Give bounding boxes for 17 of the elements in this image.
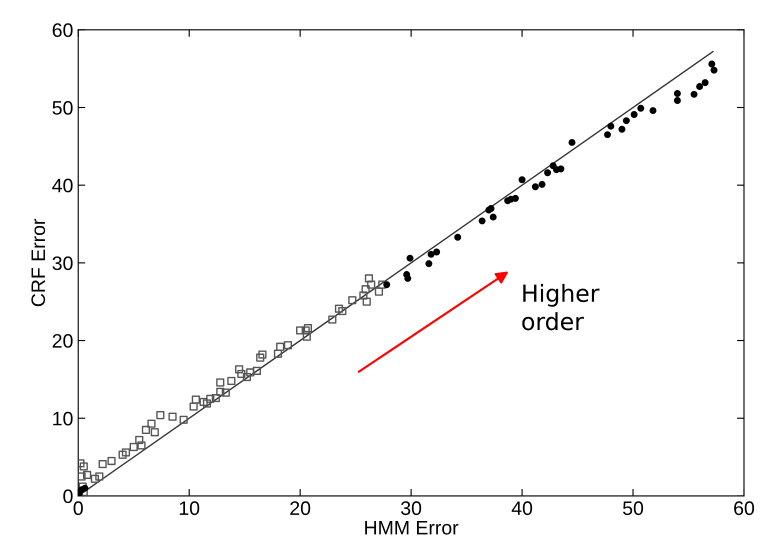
y-tick-label: 10 — [53, 412, 73, 426]
y-tick-label: 0 — [63, 489, 73, 504]
y-tick-label: 40 — [52, 178, 73, 192]
x-tick-label: 10 — [180, 501, 200, 516]
x-tick-label: 0 — [74, 501, 83, 516]
y-tick-label: 50 — [52, 100, 73, 115]
x-tick-label: 50 — [622, 501, 644, 516]
x-tick-label: 30 — [401, 501, 422, 516]
y-tick-label: 60 — [52, 23, 73, 38]
x-tick-label: 20 — [290, 501, 310, 516]
x-tick-label: 60 — [734, 501, 754, 516]
y-tick-label: 20 — [52, 334, 73, 348]
x-tick-label: 40 — [512, 501, 532, 516]
x-axis-title: HMM Error — [365, 521, 458, 535]
y-tick-label: 30 — [52, 256, 73, 270]
annotation: Higher order — [522, 284, 600, 330]
y-axis-title: CRF Error — [31, 218, 46, 306]
